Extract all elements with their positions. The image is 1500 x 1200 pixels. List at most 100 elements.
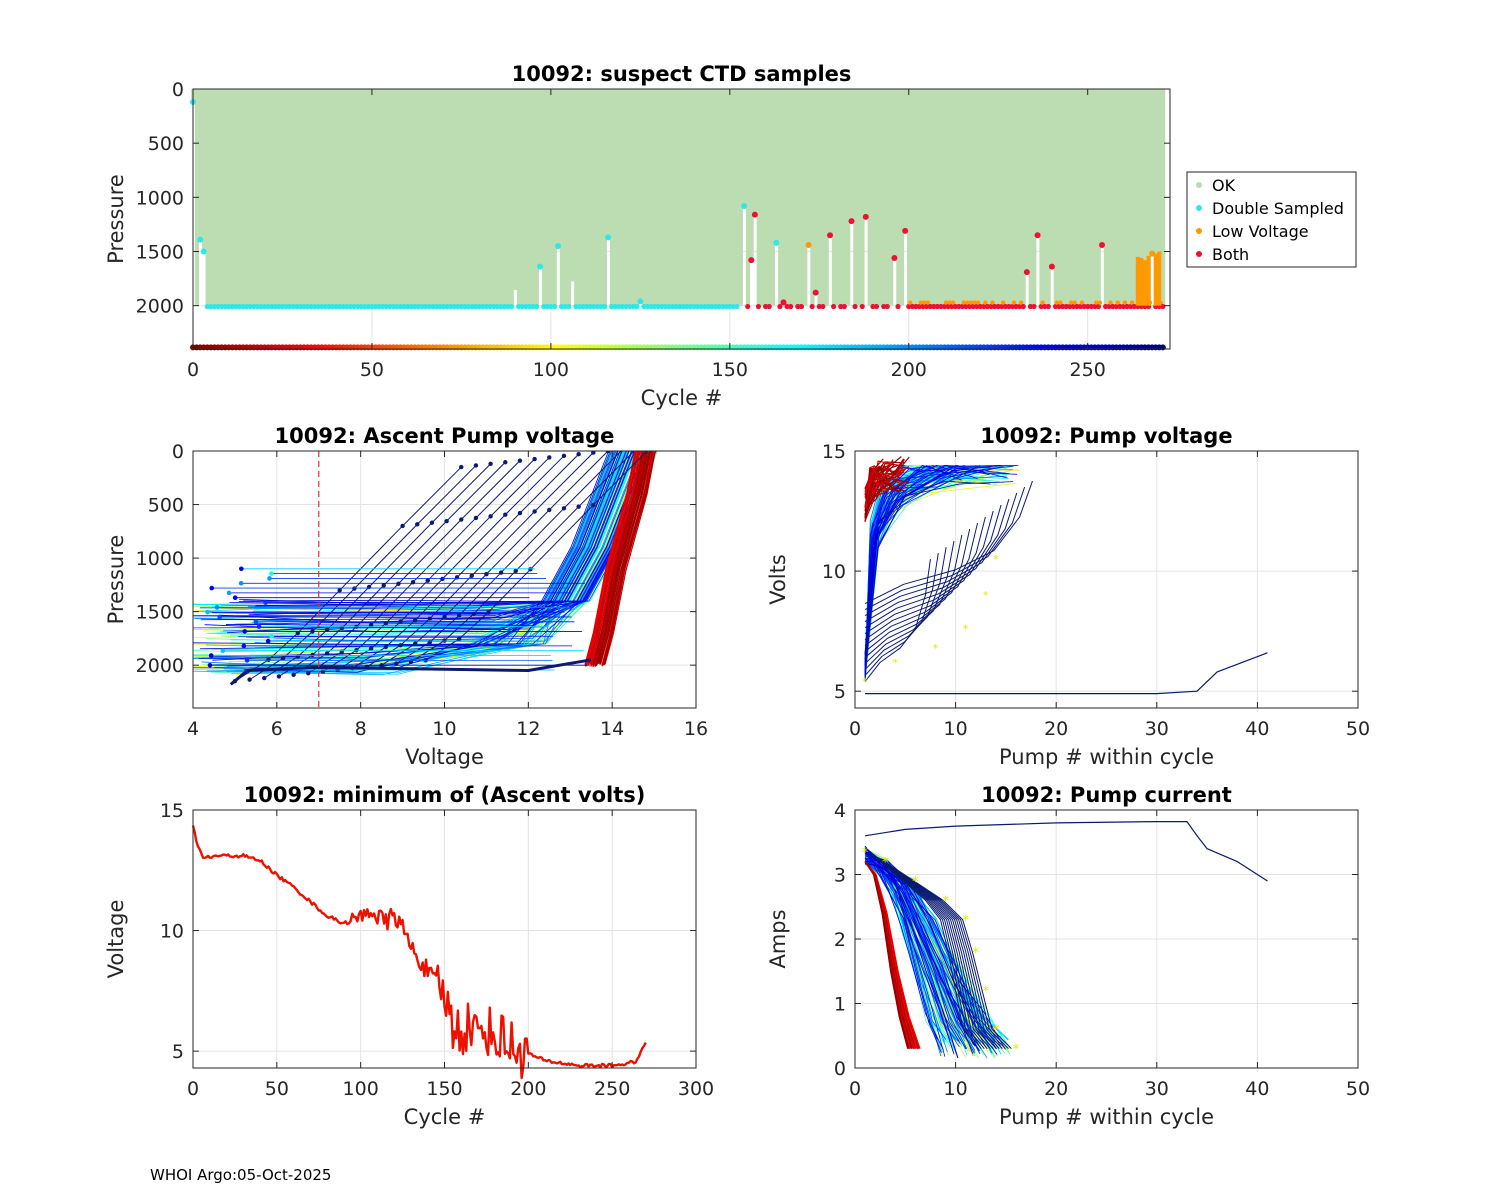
ok-profile-column [624, 89, 629, 306]
flag-marker [680, 303, 686, 310]
pump-current-line [864, 861, 917, 1049]
ok-profile-column [323, 89, 328, 306]
flag-marker [254, 303, 261, 310]
flag-marker [1069, 300, 1074, 305]
ok-profile-column [781, 89, 786, 303]
flag-marker [968, 300, 974, 305]
flag-marker [333, 303, 339, 310]
ok-profile-column [856, 89, 862, 306]
flag-marker [623, 303, 629, 310]
pump-voltage-line [864, 465, 962, 655]
ascent-sample-point [605, 451, 611, 454]
ok-profile-column [1093, 89, 1098, 306]
flag-marker [1077, 303, 1084, 310]
ascent-profile-line [220, 451, 619, 623]
ok-profile-column [742, 89, 747, 206]
ascent-profile-line [595, 451, 647, 666]
ok-profile-column [620, 89, 625, 306]
flag-marker [523, 303, 529, 310]
ok-profile-column [1035, 89, 1040, 236]
tick-label-x: 300 [678, 1078, 714, 1100]
ok-profile-column [1136, 89, 1141, 306]
tick-label-x: 30 [1145, 1078, 1169, 1100]
flag-marker [1013, 303, 1019, 310]
legend-marker [1196, 205, 1202, 211]
flag-marker [848, 218, 855, 225]
low-voltage-marker [1142, 260, 1147, 306]
ok-profile-column [291, 89, 296, 306]
ok-profile-column [860, 89, 865, 306]
flag-marker [730, 303, 736, 310]
flag-marker [1067, 303, 1073, 310]
ascent-sample-point [208, 653, 214, 658]
flag-marker [916, 303, 923, 310]
ok-profile-column [1125, 89, 1130, 306]
flag-marker [1040, 300, 1045, 305]
ascent-sample-point [280, 656, 286, 661]
ascent-profile-line [193, 451, 611, 617]
pump-voltage-lines: * * * * * * [862, 456, 1268, 695]
ok-profile-column [584, 89, 590, 306]
ok-profile-column [685, 89, 690, 306]
ok-profile-column [498, 89, 504, 306]
flag-marker [584, 303, 590, 310]
pump-marker: * [983, 985, 990, 1000]
ok-profile-column [337, 89, 343, 306]
flag-marker [301, 303, 307, 310]
ok-profile-column [1118, 89, 1123, 306]
ok-profile-column [531, 89, 536, 306]
flag-marker [975, 300, 981, 305]
ok-profile-column [241, 89, 246, 306]
panel-minv: 0 50 100 150 200 250 300 5 10 15 10092: minimum of… [104, 783, 714, 1129]
ascent-sample-point [337, 588, 342, 593]
flag-marker [745, 303, 751, 310]
pump-voltage-line [864, 553, 939, 676]
flag-marker [380, 303, 386, 310]
flag-marker [1074, 303, 1080, 310]
flag-marker [1149, 250, 1156, 257]
flag-marker [551, 303, 558, 310]
ok-profile-column [985, 89, 990, 306]
flag-marker [329, 303, 336, 310]
ascent-sample-point [517, 510, 523, 516]
ascent-profile-line [599, 452, 651, 665]
ok-profile-column [738, 89, 743, 306]
flag-marker [788, 303, 794, 310]
flag-marker [530, 303, 536, 310]
pump-voltage-line [864, 479, 898, 511]
chart-title: 10092: Pump current [981, 783, 1232, 807]
tick-label-x: 50 [265, 1078, 289, 1100]
ok-profile-column [853, 89, 858, 306]
pump-marker: * [942, 894, 949, 909]
flag-marker [852, 303, 858, 310]
ok-profile-column [445, 89, 450, 306]
ascent-sample-point [488, 461, 493, 467]
ok-profile-column [491, 89, 497, 306]
ascent-sample-point [440, 576, 445, 582]
tick-label-y: 0 [172, 441, 184, 463]
flag-marker [226, 303, 232, 310]
ok-profile-column [559, 89, 565, 306]
ascent-profile-line [589, 451, 641, 664]
ok-profile-column [903, 89, 908, 231]
ok-profile-column [441, 89, 446, 306]
ok-profile-column [631, 89, 636, 306]
ok-profile-column [484, 89, 489, 306]
ok-profile-column [842, 89, 847, 306]
flag-marker [963, 303, 969, 310]
tick-label-y: 5 [834, 681, 846, 703]
ok-profile-column [1128, 89, 1134, 306]
ok-profile-column [702, 89, 708, 306]
flag-marker [918, 300, 924, 305]
flag-marker [1038, 303, 1044, 310]
flag-marker [705, 303, 711, 310]
ok-profile-column [248, 89, 253, 306]
ok-profile-column [198, 89, 203, 240]
flag-marker [498, 303, 504, 310]
flag-markers [190, 99, 1166, 310]
ok-profile-column [269, 89, 275, 306]
flag-marker [734, 303, 740, 310]
flag-marker [265, 303, 271, 310]
flag-marker [215, 303, 221, 310]
flag-marker [777, 303, 783, 310]
